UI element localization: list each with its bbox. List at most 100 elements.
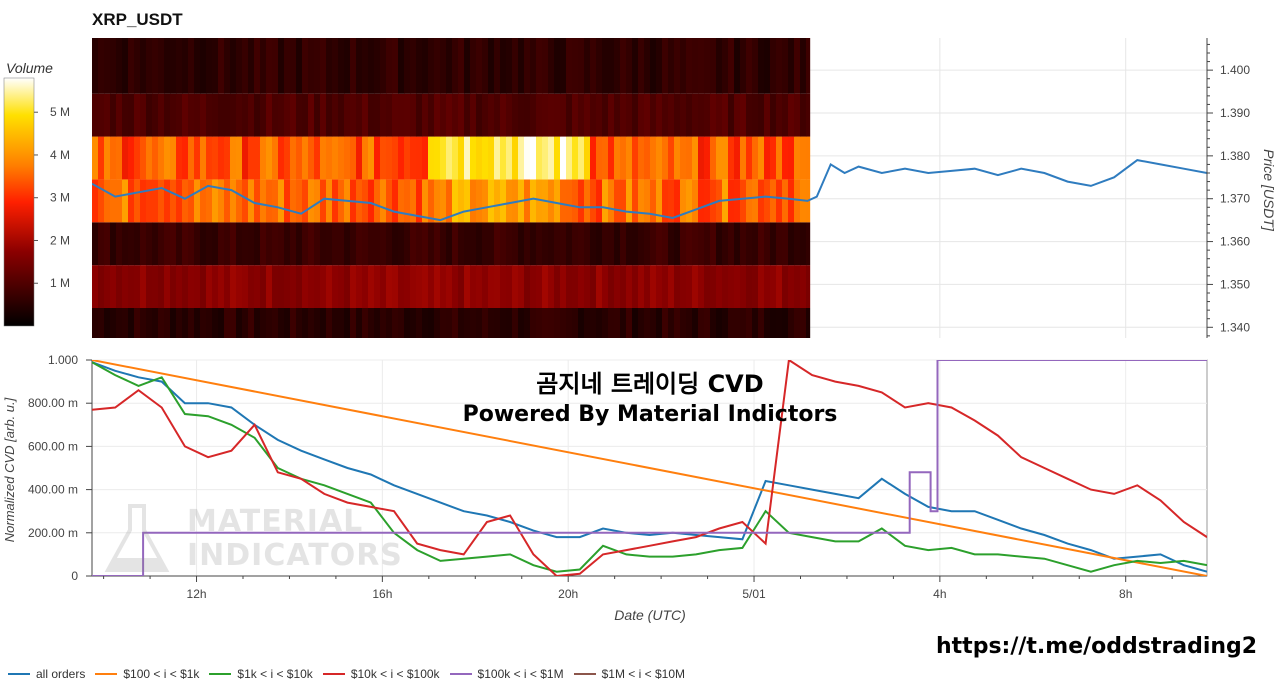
heatmap-cell [338,38,345,94]
heatmap-cell [356,179,363,223]
heatmap-cell [482,265,489,308]
heatmap-cell [506,93,513,137]
legend-item[interactable]: $100 < i < $1k [95,667,199,681]
heatmap-cell [146,265,153,308]
heatmap-cell [680,179,687,223]
heatmap-cell [494,93,501,137]
heatmap-cell [560,222,567,266]
legend-label: $1M < i < $10M [601,667,685,681]
heatmap-cell [716,38,723,94]
telegram-link[interactable]: https://t.me/oddstrading2 [936,634,1258,659]
heatmap-cell [152,265,159,308]
heatmap-cell [362,136,369,180]
legend-label: $1k < i < $10k [237,667,313,681]
heatmap-cell [740,93,747,137]
heatmap-cell [776,222,783,266]
heatmap-cell [800,38,807,94]
heatmap-cell [110,265,117,308]
heatmap-cell [320,308,327,338]
heatmap-cell [416,179,423,223]
heatmap-cell [614,136,621,180]
heatmap-cell [470,308,477,338]
heatmap-cell [758,93,765,137]
cvd-y-tick-label: 400.00 m [28,483,78,497]
heatmap-cell [410,136,417,180]
heatmap-cell [380,222,387,266]
heatmap-cell [662,222,669,266]
heatmap-cell [632,222,639,266]
heatmap-cell [134,265,141,308]
heatmap-cell [494,308,501,338]
heatmap-cell [134,308,141,338]
heatmap-cell [368,265,375,308]
heatmap-cell [260,136,267,180]
heatmap-cell [272,38,279,94]
price-tick-label: 1.370 [1220,192,1250,206]
heatmap-cell [644,93,651,137]
heatmap-cell [530,265,537,308]
heatmap-cell [380,308,387,338]
heatmap-cell [722,222,729,266]
heatmap-cell [440,38,447,94]
heatmap-cell [554,38,561,94]
heatmap-cell [452,265,459,308]
heatmap-cell [782,222,789,266]
heatmap-cell [674,179,681,223]
heatmap-cell [746,308,753,338]
heatmap-cell [776,308,783,338]
heatmap-cell [368,93,375,137]
heatmap-cell [548,179,555,223]
heatmap-cell [674,308,681,338]
heatmap-cell [440,136,447,180]
heatmap-cell [416,222,423,266]
heatmap-cell [308,179,315,223]
legend-item[interactable]: $1k < i < $10k [209,667,313,681]
heatmap-cell [254,265,261,308]
heatmap-cell [758,265,765,308]
heatmap-cell [572,222,579,266]
heatmap-cell [146,222,153,266]
legend-item[interactable]: $10k < i < $100k [322,667,440,681]
heatmap-cell [548,38,555,94]
heatmap-panel: 1.340 1.350 1.360 1.370 1.380 1.390 1.400 Price… [92,38,1277,338]
heatmap-cell [392,222,399,266]
heatmap-cell [368,222,375,266]
heatmap-cell [164,222,171,266]
heatmap-cell [308,265,315,308]
heatmap-cell [776,179,783,223]
heatmap-cell [320,93,327,137]
heatmap-cell [692,179,699,223]
heatmap-cell [578,93,585,137]
legend-item[interactable]: $1M < i < $10M [573,667,685,681]
heatmap-cell [254,136,261,180]
heatmap-cell [386,136,393,180]
heatmap-cell [638,308,645,338]
heatmap-cell [458,222,465,266]
price-tick-label: 1.380 [1220,149,1250,163]
heatmap-cell [566,308,573,338]
heatmap-cell [566,136,573,180]
heatmap-cell [482,179,489,223]
heatmap-cell [542,222,549,266]
heatmap-cell [698,265,705,308]
heatmap-cell [116,308,123,338]
heatmap-cell [398,136,405,180]
legend-item[interactable]: $100k < i < $1M [449,667,564,681]
heatmap-cell [260,93,267,137]
heatmap-cell [404,38,411,94]
heatmap-cell [110,308,117,338]
logo-line-1: MATERIAL [187,504,364,539]
heatmap-cell [614,179,621,223]
heatmap-cell [362,222,369,266]
heatmap-cell [332,136,339,180]
heatmap-cell [686,136,693,180]
heatmap-cell [182,179,189,223]
legend-item[interactable]: all orders [8,667,85,681]
heatmap-cell [296,222,303,266]
heatmap-cell [104,38,111,94]
heatmap-cell [794,93,801,137]
heatmap-cell [212,179,219,223]
heatmap-cell [650,265,657,308]
heatmap-cell [110,136,117,180]
heatmap-cell [746,93,753,137]
